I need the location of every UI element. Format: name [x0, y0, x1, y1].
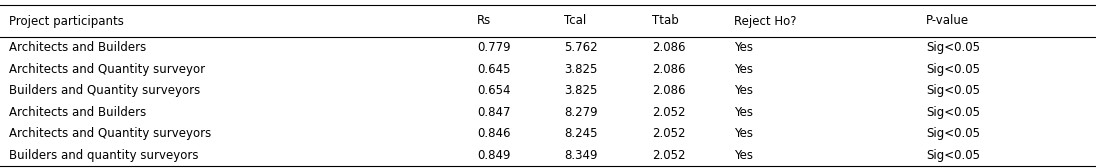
Text: 2.052: 2.052	[652, 128, 686, 140]
Text: Yes: Yes	[734, 149, 753, 162]
Text: 2.086: 2.086	[652, 84, 686, 97]
Text: Reject Ho?: Reject Ho?	[734, 14, 797, 28]
Text: 8.245: 8.245	[564, 128, 598, 140]
Text: P-value: P-value	[926, 14, 969, 28]
Text: 0.645: 0.645	[477, 63, 511, 76]
Text: Yes: Yes	[734, 106, 753, 119]
Text: Sig<0.05: Sig<0.05	[926, 149, 980, 162]
Text: 3.825: 3.825	[564, 84, 597, 97]
Text: Sig<0.05: Sig<0.05	[926, 128, 980, 140]
Text: Architects and Builders: Architects and Builders	[9, 106, 146, 119]
Text: Project participants: Project participants	[9, 14, 124, 28]
Text: 0.849: 0.849	[477, 149, 511, 162]
Text: 2.052: 2.052	[652, 106, 686, 119]
Text: Yes: Yes	[734, 84, 753, 97]
Text: Yes: Yes	[734, 63, 753, 76]
Text: Sig<0.05: Sig<0.05	[926, 106, 980, 119]
Text: Yes: Yes	[734, 41, 753, 54]
Text: 2.086: 2.086	[652, 63, 686, 76]
Text: 8.279: 8.279	[564, 106, 598, 119]
Text: Architects and Quantity surveyor: Architects and Quantity surveyor	[9, 63, 205, 76]
Text: 0.779: 0.779	[477, 41, 511, 54]
Text: Sig<0.05: Sig<0.05	[926, 84, 980, 97]
Text: 5.762: 5.762	[564, 41, 598, 54]
Text: 8.349: 8.349	[564, 149, 598, 162]
Text: Builders and Quantity surveyors: Builders and Quantity surveyors	[9, 84, 199, 97]
Text: 2.086: 2.086	[652, 41, 686, 54]
Text: 2.052: 2.052	[652, 149, 686, 162]
Text: Sig<0.05: Sig<0.05	[926, 41, 980, 54]
Text: Rs: Rs	[477, 14, 491, 28]
Text: 3.825: 3.825	[564, 63, 597, 76]
Text: Tcal: Tcal	[564, 14, 586, 28]
Text: Sig<0.05: Sig<0.05	[926, 63, 980, 76]
Text: Builders and quantity surveyors: Builders and quantity surveyors	[9, 149, 198, 162]
Text: 0.654: 0.654	[477, 84, 511, 97]
Text: 0.847: 0.847	[477, 106, 511, 119]
Text: Yes: Yes	[734, 128, 753, 140]
Text: Architects and Builders: Architects and Builders	[9, 41, 146, 54]
Text: Ttab: Ttab	[652, 14, 678, 28]
Text: Architects and Quantity surveyors: Architects and Quantity surveyors	[9, 128, 212, 140]
Text: 0.846: 0.846	[477, 128, 511, 140]
